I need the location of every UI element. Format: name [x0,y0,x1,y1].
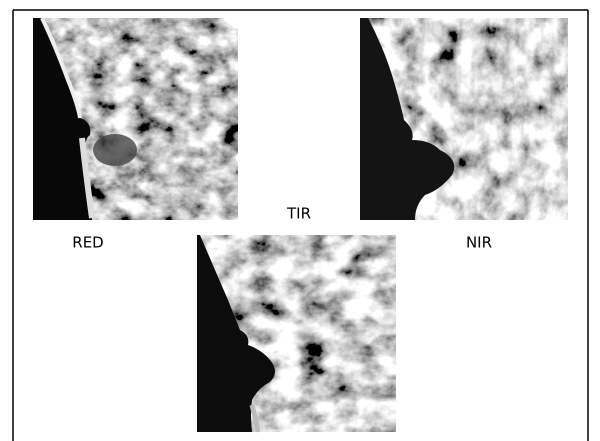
image-label: NIR [466,234,492,252]
figure: RED NIR TIR [0,0,600,441]
image-label: TIR [286,205,311,223]
tir-band-image [197,235,396,432]
red-band-image [33,18,238,220]
image-label: RED [72,234,103,252]
nir-band-image [360,18,568,220]
